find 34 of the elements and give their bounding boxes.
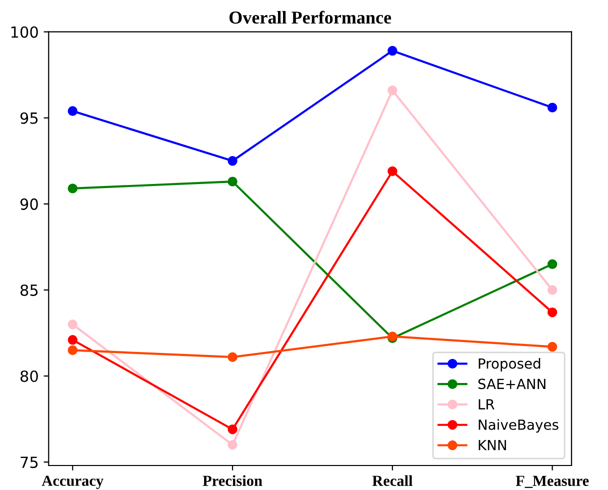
- point: [388, 166, 398, 176]
- x-tick-label: Precision: [202, 475, 262, 486]
- y-tick-label: 95: [20, 112, 38, 124]
- x-tick-label: F_Measure: [516, 476, 589, 488]
- point: [228, 352, 238, 362]
- y-tick-label: 80: [20, 370, 38, 382]
- point: [228, 424, 238, 434]
- point: [228, 440, 238, 450]
- point: [68, 106, 78, 116]
- point: [388, 85, 398, 96]
- point: [68, 320, 78, 330]
- y-tick-label: 75: [20, 456, 38, 468]
- point: [228, 156, 238, 166]
- point: [547, 307, 558, 318]
- point: [547, 342, 558, 352]
- point: [547, 102, 558, 112]
- y-tick-label: 85: [20, 284, 38, 296]
- x-tick-label: Accuracy: [42, 476, 104, 490]
- legend-label: KNN: [478, 440, 506, 450]
- y-tick-label: 100: [11, 26, 38, 38]
- legend-label: LR: [478, 399, 494, 410]
- point: [388, 46, 398, 56]
- point: [68, 335, 78, 345]
- point: [547, 285, 558, 295]
- legend-label: SAE+ANN: [478, 378, 546, 390]
- point: [228, 176, 238, 186]
- point: [68, 345, 78, 356]
- point: [547, 259, 558, 270]
- chart-title: Overall Performance: [230, 10, 392, 24]
- y-tick-label: 90: [20, 198, 38, 210]
- point: [68, 184, 78, 194]
- x-tick-label: Recall: [372, 475, 413, 486]
- legend-label: Proposed: [478, 358, 540, 372]
- legend-label: NaiveBayes: [478, 419, 558, 433]
